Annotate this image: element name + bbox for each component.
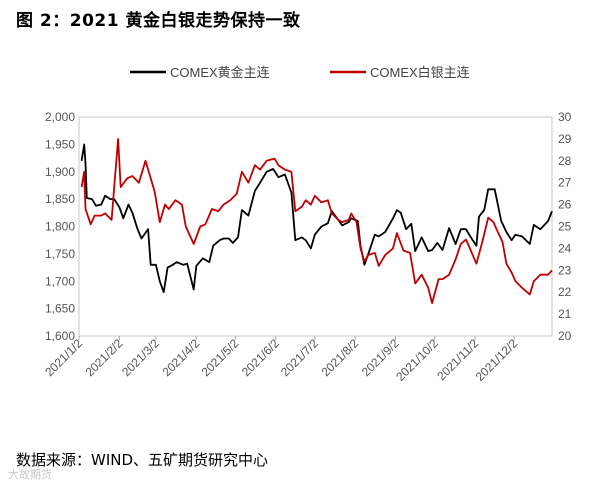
data-source-note: 数据来源：WIND、五矿期货研究中心	[16, 451, 269, 469]
right-tick-label: 28	[558, 154, 572, 168]
x-axis-ticks: 2021/1/22021/2/22021/3/22021/4/22021/5/2…	[42, 336, 520, 384]
right-tick-label: 23	[558, 263, 572, 277]
x-tick-label: 2021/7/2	[278, 336, 321, 379]
right-tick-label: 22	[558, 285, 572, 299]
silver-legend-label: COMEX白银主连	[370, 65, 470, 80]
gold-legend-label: COMEX黄金主连	[170, 65, 270, 80]
right-tick-label: 21	[558, 307, 572, 321]
right-tick-label: 25	[558, 220, 572, 234]
left-tick-label: 1,900	[45, 165, 75, 179]
x-tick-label: 2021/10/2	[393, 336, 441, 384]
right-tick-label: 30	[558, 110, 572, 124]
left-tick-label: 2,000	[45, 110, 75, 124]
right-tick-label: 26	[558, 198, 572, 212]
left-axis-ticks: 1,600 1,650 1,700 1,750 1,800 1,850 1,900 1,950…	[45, 110, 75, 343]
right-tick-label: 27	[558, 176, 572, 190]
plot-area	[78, 116, 553, 337]
figure-title: 图 2：2021 黄金白银走势保持一致	[16, 11, 301, 31]
x-tick-label: 2021/8/2	[318, 336, 361, 379]
left-tick-label: 1,650	[45, 302, 75, 316]
x-tick-label: 2021/5/2	[199, 336, 242, 379]
right-tick-label: 20	[558, 329, 572, 343]
gold-series-line	[80, 143, 553, 294]
left-tick-label: 1,600	[45, 329, 75, 343]
x-tick-label: 2021/2/2	[83, 336, 126, 379]
silver-series-line	[80, 137, 553, 305]
right-tick-label: 29	[558, 132, 572, 146]
x-tick-label: 2021/12/2	[473, 336, 521, 384]
left-tick-label: 1,950	[45, 137, 75, 151]
left-tick-label: 1,850	[45, 192, 75, 206]
x-tick-label: 2021/6/2	[239, 336, 282, 379]
left-tick-label: 1,800	[45, 220, 75, 234]
left-tick-label: 1,750	[45, 247, 75, 261]
right-axis-ticks: 20 21 22 23 24 25 26 27 28 29 30	[558, 110, 572, 343]
x-tick-label: 2021/4/2	[159, 336, 202, 379]
chart-legend: COMEX黄金主连 COMEX白银主连	[130, 65, 470, 80]
right-tick-label: 24	[558, 241, 572, 255]
series-layer	[80, 137, 553, 305]
left-tick-label: 1,700	[45, 274, 75, 288]
x-tick-label: 2021/3/2	[119, 336, 162, 379]
watermark: 大故期货	[8, 468, 52, 481]
